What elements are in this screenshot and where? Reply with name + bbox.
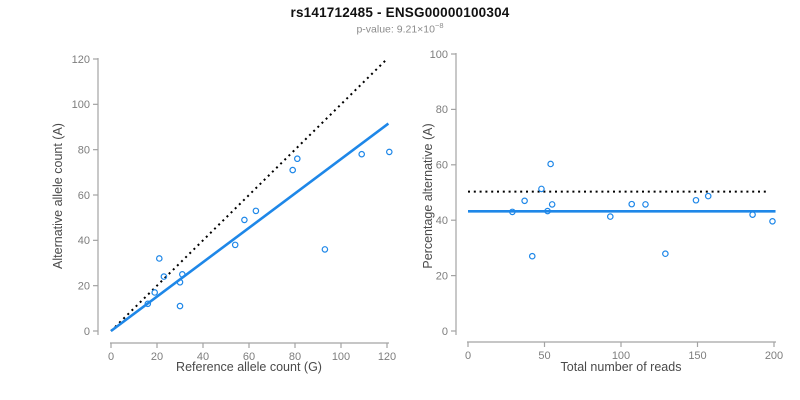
data-point	[642, 201, 649, 208]
data-point	[151, 289, 159, 296]
data-point	[628, 200, 636, 208]
y-tick-label: 60	[78, 190, 90, 202]
identity-line	[110, 58, 388, 332]
data-point	[241, 216, 248, 224]
data-point	[176, 302, 184, 310]
x-tick-label: 0	[108, 351, 114, 363]
data-point	[662, 250, 669, 258]
data-point	[385, 148, 393, 156]
x-tick-label: 50	[538, 350, 550, 362]
p-value-exponent: −8	[434, 21, 444, 30]
data-point	[749, 211, 756, 218]
data-point	[231, 241, 239, 249]
data-point	[521, 197, 528, 205]
y-tick-label: 60	[436, 160, 448, 172]
data-point	[252, 207, 260, 215]
data-point	[144, 300, 152, 308]
percentage-alternative-scatter-plot: 0 50 100 150 200 0 20 40 60 80 100	[430, 49, 784, 362]
data-point	[160, 273, 168, 280]
data-point	[704, 192, 712, 200]
y-tick-label: 0	[442, 326, 448, 338]
x-tick-label: 100	[612, 350, 630, 362]
data-point	[509, 208, 516, 216]
allele-count-scatter-plot: 0 20 40 60 80 100 120 0 20 40 60 80 100 120	[72, 54, 397, 363]
data-point	[538, 185, 545, 193]
y-tick-label: 120	[72, 54, 90, 66]
x-tick-label: 100	[332, 351, 350, 363]
data-point	[176, 278, 184, 286]
x-tick-label: 40	[197, 351, 209, 363]
y-tick-label: 40	[436, 215, 448, 227]
p-value-text: p-value: 9.21×10	[356, 23, 435, 36]
x-tick-label: 120	[378, 351, 396, 363]
data-point	[606, 213, 614, 220]
y-tick-label: 100	[430, 49, 448, 61]
y-axis-label-percentage-alternative: Percentage alternative (A)	[421, 123, 435, 269]
data-point	[544, 207, 551, 215]
data-point	[528, 252, 536, 260]
y-tick-label: 80	[78, 144, 90, 156]
data-point	[179, 271, 186, 278]
x-tick-label: 200	[765, 350, 783, 362]
fit-line	[110, 122, 390, 333]
x-tick-label: 20	[151, 351, 163, 363]
p-value-subtitle: p-value: 9.21×10−8	[0, 21, 800, 36]
data-point	[769, 218, 776, 225]
y-tick-label: 20	[436, 270, 448, 282]
figure-title: rs141712485 - ENSG00000100304	[290, 5, 510, 20]
data-point	[156, 255, 163, 262]
data-point	[358, 150, 366, 158]
data-point	[321, 246, 329, 253]
y-tick-label: 100	[72, 99, 90, 111]
y-axis-label-alternative-count: Alternative allele count (A)	[51, 123, 65, 269]
y-tick-label: 40	[78, 235, 90, 247]
y-tick-label: 20	[78, 280, 90, 292]
data-point	[692, 196, 700, 204]
data-point	[289, 166, 297, 174]
data-point	[548, 201, 556, 208]
y-tick-label: 0	[84, 326, 90, 338]
x-axis-label-reference-count: Reference allele count (G)	[176, 360, 322, 374]
x-tick-label: 80	[289, 351, 301, 363]
data-point	[547, 160, 554, 168]
x-tick-label: 150	[688, 350, 706, 362]
x-axis-label-total-reads: Total number of reads	[560, 360, 682, 374]
x-tick-label: 0	[465, 350, 471, 362]
x-tick-label: 60	[243, 351, 255, 363]
data-point	[293, 155, 301, 163]
y-tick-label: 80	[436, 104, 448, 116]
